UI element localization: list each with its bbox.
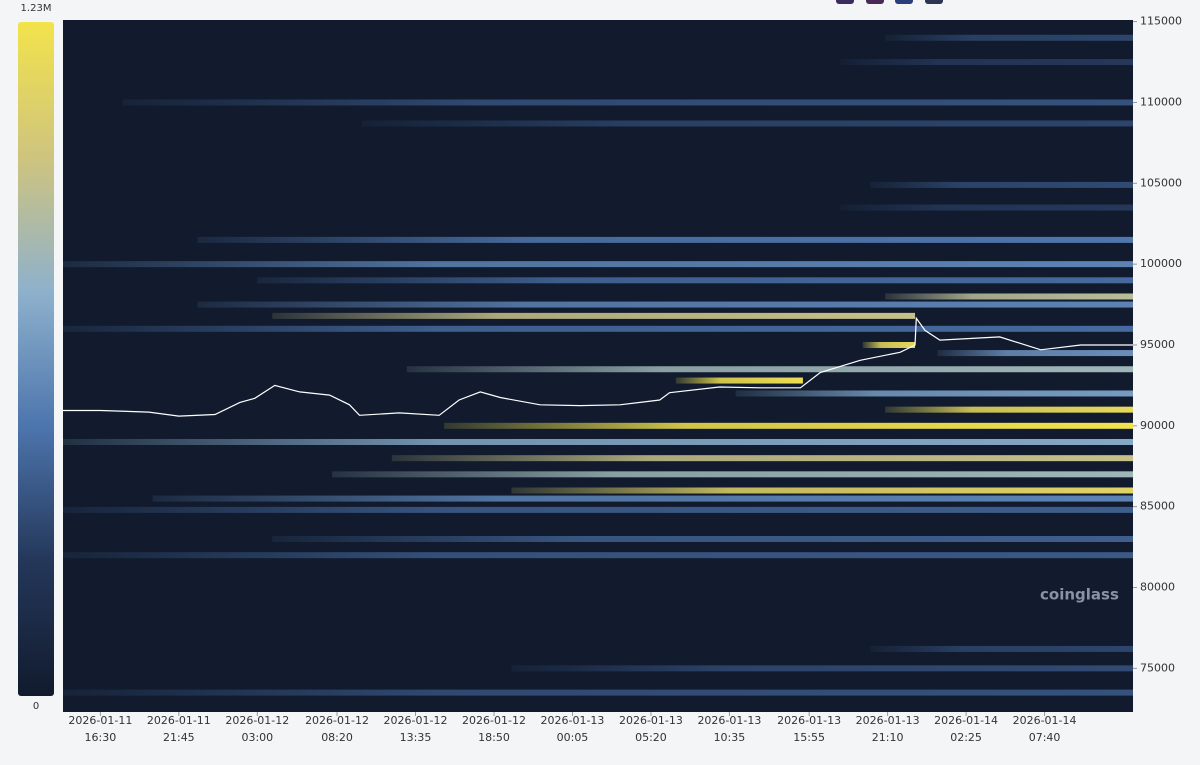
y-tick-label: 100000	[1140, 257, 1182, 270]
heatmap-band	[885, 293, 1133, 300]
heatmap-band	[122, 99, 1133, 106]
x-tick-date: 2026-01-13	[619, 714, 683, 727]
x-tick-date: 2026-01-12	[462, 714, 526, 727]
heatmap-band	[63, 438, 1133, 445]
x-tick-time: 03:00	[241, 731, 273, 744]
toolbar-button[interactable]	[866, 0, 884, 4]
heatmap-band	[63, 689, 1133, 696]
heatmap-band	[197, 236, 1134, 243]
watermark: coinglass	[1040, 586, 1119, 604]
x-tick-time: 10:35	[714, 731, 746, 744]
heatmap-band	[406, 366, 1133, 373]
plot-area	[63, 20, 1133, 712]
heatmap-band	[511, 487, 1133, 494]
x-tick-time: 00:05	[557, 731, 589, 744]
x-tick-date: 2026-01-13	[697, 714, 761, 727]
heatmap-band	[885, 34, 1133, 41]
x-tick-time: 08:20	[321, 731, 353, 744]
heatmap-band	[511, 665, 1133, 672]
price-line-group	[63, 316, 1133, 417]
heatmap-band	[361, 120, 1133, 127]
heatmap-band	[862, 341, 916, 348]
y-tick-label: 90000	[1140, 419, 1175, 432]
heatmap-band	[675, 377, 803, 384]
x-tick-date: 2026-01-14	[934, 714, 998, 727]
x-tick-time: 16:30	[85, 731, 117, 744]
y-tick-label: 80000	[1140, 581, 1175, 594]
x-tick-date: 2026-01-11	[147, 714, 211, 727]
x-tick-time: 07:40	[1029, 731, 1061, 744]
x-tick-time: 18:50	[478, 731, 510, 744]
x-tick-time: 21:10	[872, 731, 904, 744]
heatmap-band	[152, 495, 1134, 502]
heatmap-band	[885, 406, 1133, 413]
y-tick-label: 85000	[1140, 500, 1175, 513]
y-tick-label: 115000	[1140, 15, 1182, 28]
x-tick-time: 15:55	[793, 731, 825, 744]
heatmap-band	[444, 422, 1133, 429]
toolbar-button[interactable]	[836, 0, 854, 4]
heatmap-band	[840, 59, 1133, 66]
color-bar	[18, 22, 54, 696]
heatmap-band	[63, 325, 1133, 332]
x-tick-date: 2026-01-13	[856, 714, 920, 727]
x-tick-time: 13:35	[400, 731, 432, 744]
heatmap	[63, 34, 1134, 696]
heatmap-band	[870, 645, 1133, 652]
x-tick-date: 2026-01-12	[384, 714, 448, 727]
x-tick-date: 2026-01-13	[540, 714, 604, 727]
x-tick-date: 2026-01-14	[1013, 714, 1077, 727]
color-bar-label: 1.23M	[21, 3, 52, 14]
heatmap-band	[63, 261, 1133, 268]
heatmap-band	[197, 301, 1134, 308]
x-tick-date: 2026-01-13	[777, 714, 841, 727]
heatmap-band	[391, 455, 1133, 462]
x-tick-date: 2026-01-12	[305, 714, 369, 727]
heatmap-band	[735, 390, 1133, 397]
axes: 75000 80000 85000 90000 95000 100000 105000 110…	[68, 15, 1182, 744]
heatmap-band	[272, 312, 916, 319]
x-tick-date: 2026-01-11	[68, 714, 132, 727]
heatmap-band	[870, 181, 1133, 188]
heatmap-band	[257, 277, 1133, 284]
y-tick-label: 110000	[1140, 95, 1182, 108]
heatmap-band	[840, 204, 1133, 211]
price-line	[63, 316, 1133, 417]
heatmap-band	[332, 471, 1134, 478]
y-tick-label: 105000	[1140, 176, 1182, 189]
x-tick-date: 2026-01-12	[225, 714, 289, 727]
heatmap-band	[63, 506, 1133, 513]
toolbar-button[interactable]	[925, 0, 943, 4]
color-bar-label: 0	[33, 701, 39, 712]
heatmap-band	[272, 536, 1133, 542]
toolbar-button[interactable]	[895, 0, 913, 4]
x-tick-time: 02:25	[950, 731, 982, 744]
heatmap-band	[63, 552, 1133, 559]
y-tick-label: 75000	[1140, 661, 1175, 674]
heatmap-band	[937, 350, 1133, 357]
x-tick-time: 21:45	[163, 731, 195, 744]
x-tick-time: 05:20	[635, 731, 667, 744]
y-tick-label: 95000	[1140, 338, 1175, 351]
